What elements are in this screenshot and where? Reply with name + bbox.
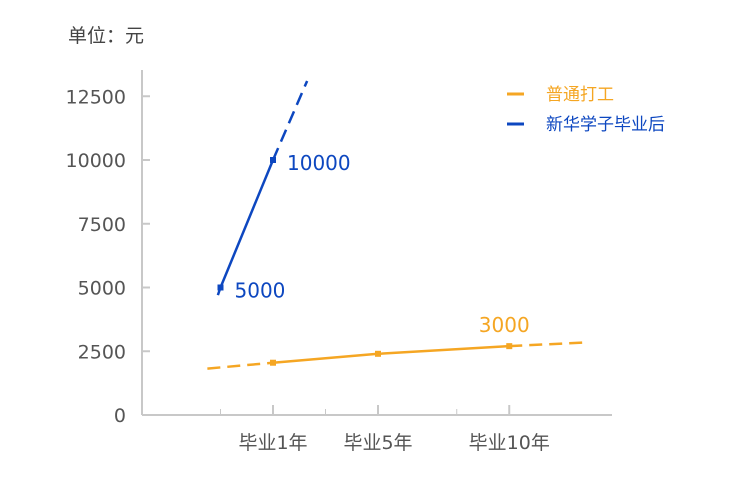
y-axis-ticks: 0 2500 5000 7500 10000 12500 [66, 86, 150, 427]
y-tick-label: 7500 [78, 214, 126, 236]
data-label: 3000 [479, 313, 530, 337]
x-tick-label: 毕业1年 [238, 432, 307, 454]
series-line [272, 344, 510, 364]
x-tick-label: 毕业10年 [469, 432, 550, 454]
series-line [219, 159, 275, 288]
legend-label: 新华学子毕业后 [546, 115, 665, 135]
data-label: 5000 [235, 279, 286, 303]
series-layer: 3000 5000 10000 [207, 80, 589, 370]
data-point [506, 343, 513, 350]
unit-label: 单位：元 [68, 25, 144, 47]
x-tick-label: 毕业5年 [343, 432, 412, 454]
data-point [270, 157, 276, 163]
axes [141, 70, 612, 416]
data-label: 10000 [287, 151, 351, 175]
data-point [270, 359, 276, 366]
series-2: 5000 10000 [216, 80, 351, 303]
series-1: 3000 [207, 313, 589, 370]
series-dashed-end [509, 341, 589, 348]
data-point [375, 350, 381, 357]
y-tick-label: 0 [114, 405, 126, 427]
data-point [217, 284, 224, 291]
series-dashed-start [207, 361, 274, 370]
y-tick-label: 12500 [66, 86, 126, 108]
series-dashed-end [271, 80, 309, 161]
y-tick-label: 2500 [78, 341, 126, 363]
y-tick-label: 5000 [78, 278, 126, 300]
x-axis-ticks: 毕业1年 毕业5年 毕业10年 [220, 405, 550, 454]
y-tick-label: 10000 [66, 150, 126, 172]
legend-label: 普通打工 [546, 85, 614, 105]
